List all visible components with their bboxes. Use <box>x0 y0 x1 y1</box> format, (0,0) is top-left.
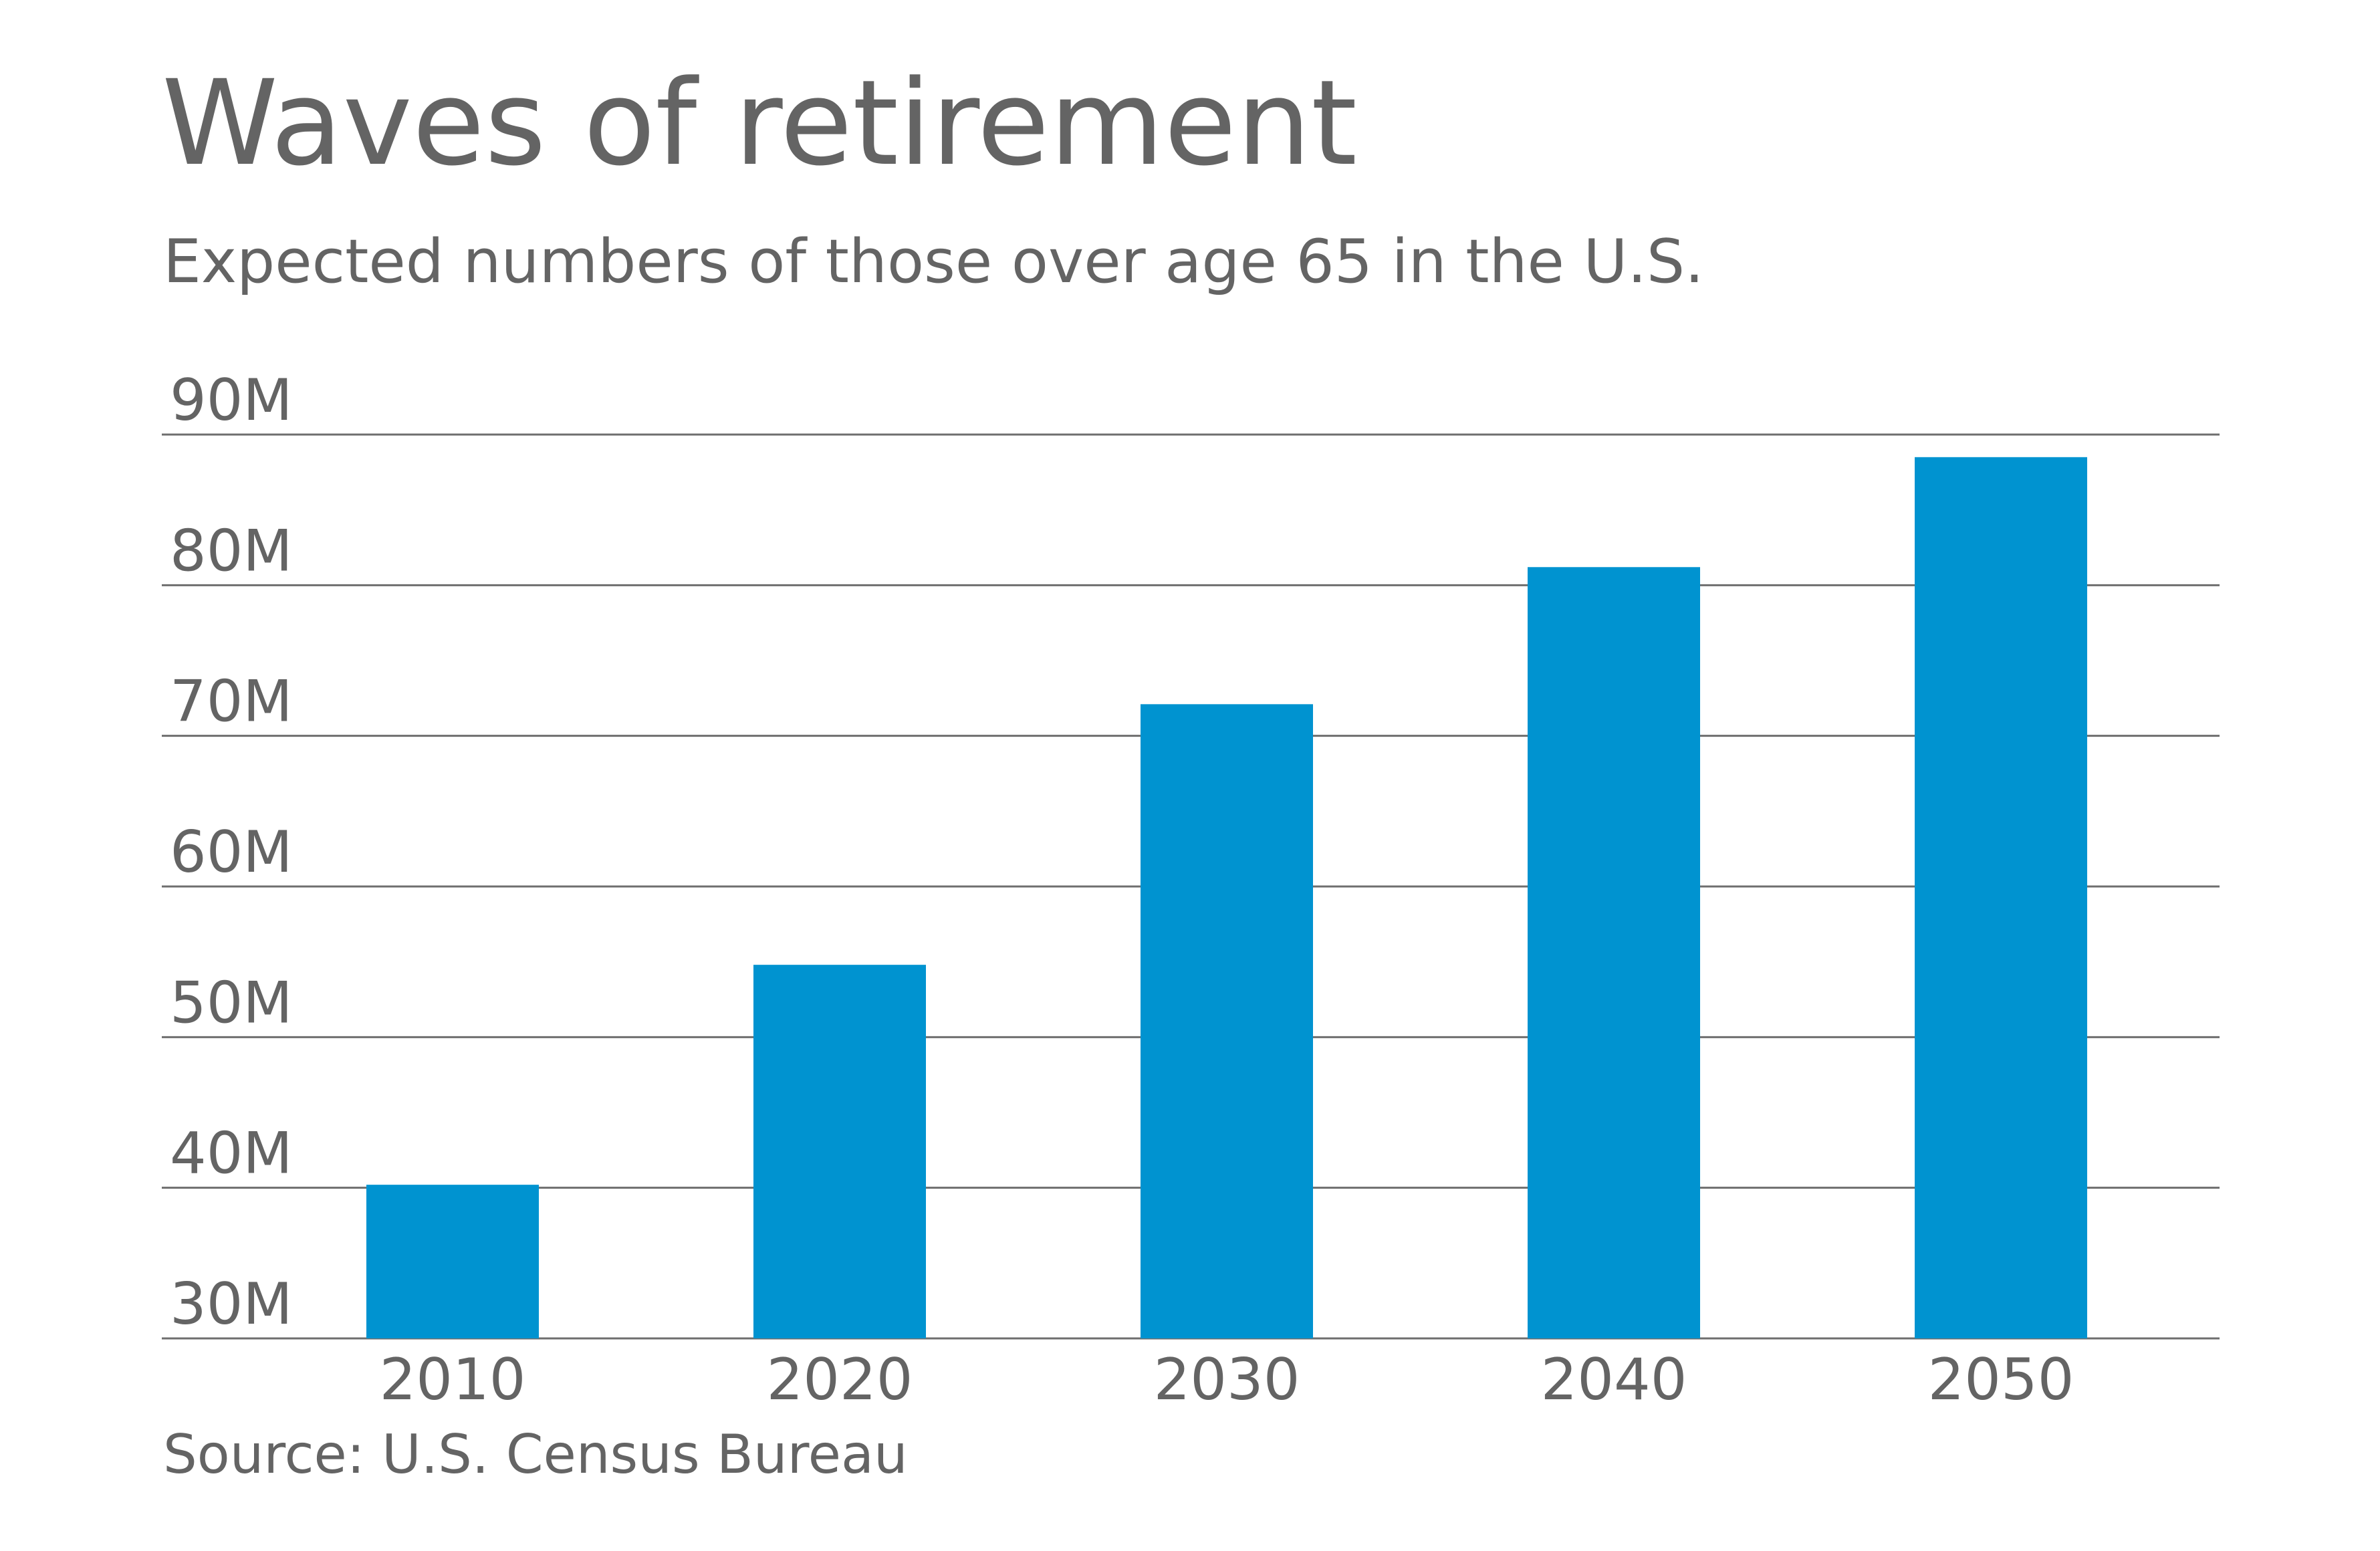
y-tick-label: 50M <box>170 969 293 1036</box>
chart-source: Source: U.S. Census Bureau <box>163 1423 908 1485</box>
x-tick-label: 2050 <box>1928 1346 2074 1413</box>
chart-subtitle: Expected numbers of those over age 65 in… <box>163 227 1704 297</box>
x-tick-label: 2040 <box>1541 1346 1687 1413</box>
y-tick-label: 30M <box>170 1271 293 1338</box>
chart-title: Waves of retirement <box>162 55 1358 192</box>
bar-2040 <box>1528 567 1700 1338</box>
x-axis-tick-labels: 2010 2020 2030 2040 2050 <box>380 1346 2074 1413</box>
x-tick-label: 2010 <box>380 1346 526 1413</box>
bar-2010 <box>366 1185 539 1338</box>
y-axis-tick-labels: 30M 40M 50M 60M 70M 80M 90M <box>170 367 293 1338</box>
y-tick-label: 80M <box>170 517 293 584</box>
y-tick-label: 70M <box>170 669 293 735</box>
x-tick-label: 2030 <box>1154 1346 1300 1413</box>
bars <box>366 457 2087 1338</box>
y-tick-label: 90M <box>170 367 293 434</box>
x-tick-label: 2020 <box>767 1346 913 1413</box>
bar-2020 <box>753 965 926 1338</box>
y-tick-label: 60M <box>170 819 293 886</box>
bar-2030 <box>1141 704 1313 1338</box>
bar-2050 <box>1915 457 2087 1338</box>
y-tick-label: 40M <box>170 1120 293 1187</box>
